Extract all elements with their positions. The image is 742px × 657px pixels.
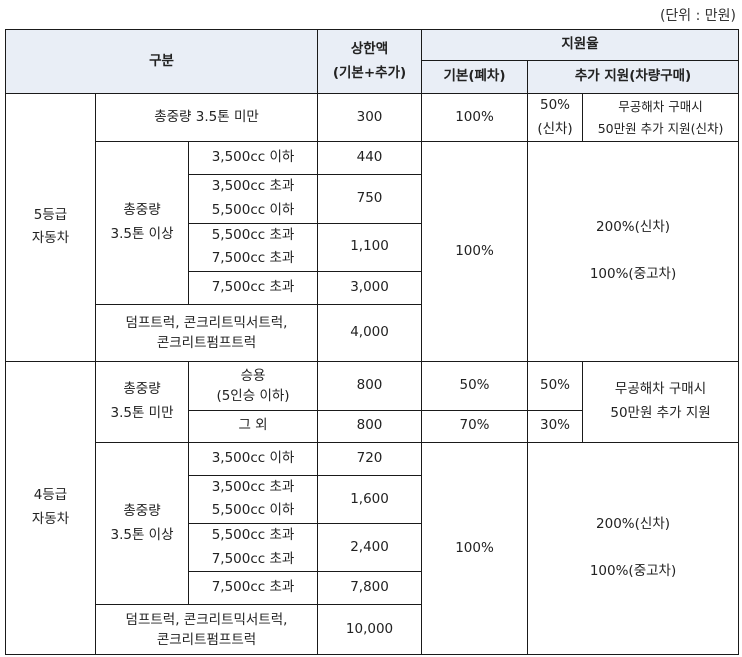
grade4-under35-basic: 70% xyxy=(421,409,529,443)
grade5-over35-label: 총중량 3.5톤 이상 xyxy=(95,141,189,305)
table-row: 덤프트럭, 콘크리트믹서트럭, 콘크리트펌프트럭 4,000 xyxy=(6,303,739,362)
grade4-type: 그 외 xyxy=(187,409,319,443)
grade4-under35-add-note: 무공해차 구매시 50만원 추가 지원 xyxy=(582,360,740,443)
grade4-under35-label: 총중량 3.5톤 미만 xyxy=(95,360,189,443)
subsidy-table: 구분 상한액 (기본+추가) 지원율 기본(폐차) 추가 지원(차량구매) 5등… xyxy=(4,29,740,656)
grade5-under35-cap: 300 xyxy=(317,92,423,143)
grade4-cap: 7,800 xyxy=(317,571,423,606)
grade4-under35-cap: 800 xyxy=(317,360,423,411)
header-category: 구분 xyxy=(4,29,319,94)
grade5-cc: 5,500cc 초과 7,500cc 초과 xyxy=(187,222,319,272)
table-row: 그 외 800 70% 30% xyxy=(6,409,739,443)
grade4-cc: 7,500cc 초과 xyxy=(187,571,319,606)
grade5-special-label: 덤프트럭, 콘크리트믹서트럭, 콘크리트펌프트럭 xyxy=(94,303,319,362)
grade5-cap: 3,000 xyxy=(317,270,423,305)
grade4-cc: 3,500cc 이하 xyxy=(187,441,319,476)
table-row: 7,500cc 초과 7,800 xyxy=(6,571,739,606)
grade4-label: 4등급 자동차 xyxy=(5,360,96,656)
table-row: 7,500cc 초과 3,000 xyxy=(6,270,739,305)
grade5-cc: 3,500cc 초과 5,500cc 이하 xyxy=(187,174,319,224)
grade5-special-cap: 4,000 xyxy=(317,303,423,362)
grade4-cc: 3,500cc 초과 5,500cc 이하 xyxy=(187,474,319,525)
table-row: 4등급 자동차 총중량 3.5톤 미만 승용 (5인승 이하) 800 50% … xyxy=(5,360,740,656)
grade4-over35-additional: 200%(신차) 100%(중고차) xyxy=(527,441,740,656)
grade5-under35-add-note: 무공해차 구매시 50만원 추가 지원(신차) xyxy=(582,92,740,143)
grade5-cap: 750 xyxy=(317,174,423,224)
grade5-over35-basic: 100% xyxy=(421,141,529,362)
table-row: 3,500cc 초과 5,500cc 이하 750 xyxy=(6,174,739,224)
header-cap: 상한액 (기본+추가) xyxy=(317,29,423,94)
table-row: 총중량 3.5톤 이상 3,500cc 이하 720 100% 200%(신차)… xyxy=(6,441,740,656)
grade4-cap: 2,400 xyxy=(317,522,423,573)
grade4-cap: 720 xyxy=(317,441,423,476)
grade5-under35-add-rate: 50% (신차) xyxy=(527,92,584,143)
grade5-over35-additional: 200%(신차) 100%(중고차) xyxy=(527,141,740,362)
grade5-under35-label: 총중량 3.5톤 미만 xyxy=(94,92,319,143)
grade4-under35-add-rate: 50% xyxy=(527,360,584,411)
grade4-under35-basic: 50% xyxy=(421,360,529,411)
table-row: 3,500cc 초과 5,500cc 이하 1,600 xyxy=(6,474,739,525)
table-row: 5,500cc 초과 7,500cc 초과 1,100 xyxy=(6,222,739,272)
grade4-under35-add-rate: 30% xyxy=(527,409,584,443)
table-row: 5,500cc 초과 7,500cc 초과 2,400 xyxy=(6,522,739,573)
grade5-under35-basic: 100% xyxy=(421,92,529,143)
grade4-over35-basic: 100% xyxy=(421,441,529,656)
grade4-special-cap: 10,000 xyxy=(317,604,423,656)
unit-label: (단위 : 만원) xyxy=(659,8,736,24)
grade5-cap: 440 xyxy=(317,141,423,176)
grade4-cap: 1,600 xyxy=(317,474,423,525)
grade5-cap: 1,100 xyxy=(317,222,423,272)
grade5-label: 5등급 자동차 xyxy=(5,93,96,362)
grade4-under35-cap: 800 xyxy=(317,409,423,443)
grade4-cc: 5,500cc 초과 7,500cc 초과 xyxy=(187,522,319,573)
table-row: 덤프트럭, 콘크리트믹서트럭, 콘크리트펌프트럭 10,000 xyxy=(6,604,739,656)
grade4-special-label: 덤프트럭, 콘크리트믹서트럭, 콘크리트펌프트럭 xyxy=(94,604,319,656)
header-support-rate: 지원율 xyxy=(421,29,740,61)
grade4-type: 승용 (5인승 이하) xyxy=(187,360,319,411)
header-additional: 추가 지원(차량구매) xyxy=(527,60,740,94)
header-basic: 기본(폐차) xyxy=(421,60,529,94)
grade5-cc: 3,500cc 이하 xyxy=(187,141,319,176)
table-row: 5등급 자동차 총중량 3.5톤 미만 300 100% 50% (신차) 무공… xyxy=(5,92,740,362)
table-row: 총중량 3.5톤 이상 3,500cc 이하 440 100% 200%(신차)… xyxy=(6,141,740,362)
grade5-cc: 7,500cc 초과 xyxy=(187,270,319,305)
grade4-over35-label: 총중량 3.5톤 이상 xyxy=(95,441,189,606)
